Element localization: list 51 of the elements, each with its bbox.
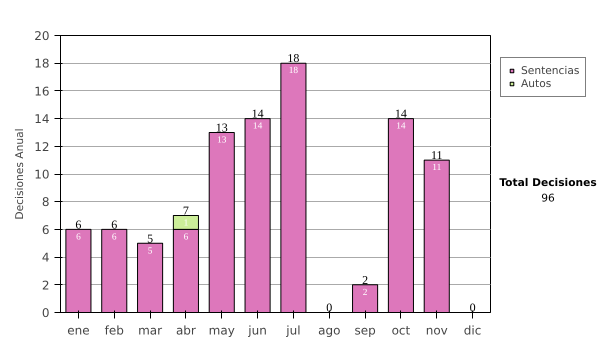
x-tick-label: mar xyxy=(138,324,162,338)
total-label: 6 xyxy=(75,217,82,232)
total-label: 14 xyxy=(252,106,264,121)
data-label: 11 xyxy=(432,163,442,174)
data-label: 5 xyxy=(148,246,153,256)
x-tick-label: dic xyxy=(464,324,482,338)
y-tick-label: 6 xyxy=(42,222,50,237)
legend-label: Autos xyxy=(521,77,552,90)
y-tick-label: 20 xyxy=(34,29,50,43)
x-tick-label: sep xyxy=(354,324,376,338)
text: 96 xyxy=(541,192,555,205)
y-tick-label: 4 xyxy=(42,250,50,265)
y-tick-label: 10 xyxy=(34,168,50,182)
y-tick-label: 18 xyxy=(34,56,50,71)
total-label: 14 xyxy=(394,106,407,121)
text: Total Decisiones xyxy=(499,176,597,189)
data-label: 6 xyxy=(76,232,82,242)
data-label: 13 xyxy=(217,135,227,146)
y-tick-label: 12 xyxy=(34,140,50,154)
x-tick-label: may xyxy=(208,324,235,338)
legend-label: Sentencias xyxy=(521,64,580,77)
y-tick-label: 2 xyxy=(42,278,50,292)
y-tick-label: 0 xyxy=(42,306,50,320)
x-tick-label: feb xyxy=(104,324,124,338)
data-label: 1 xyxy=(184,218,189,229)
x-tick-label: abr xyxy=(176,324,196,338)
data-label: 14 xyxy=(396,122,406,132)
data-label: 18 xyxy=(288,66,298,76)
x-tick-label: ago xyxy=(318,324,340,338)
x-tick-label: oct xyxy=(392,324,411,338)
y-tick-label: 16 xyxy=(34,84,50,98)
total-label: 5 xyxy=(147,231,154,246)
total-label: 18 xyxy=(287,51,300,66)
x-tick-label: jun xyxy=(247,324,267,338)
total-label: 2 xyxy=(362,272,368,287)
x-tick-label: jul xyxy=(285,324,301,338)
x-tick-label: nov xyxy=(426,324,448,338)
total-label: 0 xyxy=(470,300,476,314)
total-label: 0 xyxy=(326,300,332,314)
y-axis-title: Decisiones Anual xyxy=(13,128,26,220)
total-label: 13 xyxy=(216,120,228,134)
x-tick-label: ene xyxy=(67,324,90,338)
y-tick-label: 14 xyxy=(34,112,50,126)
data-label: 6 xyxy=(112,232,117,242)
total-label: 11 xyxy=(430,148,443,162)
data-label: 2 xyxy=(362,288,368,298)
data-label: 6 xyxy=(184,232,189,242)
total-label: 6 xyxy=(111,217,118,232)
data-label: 14 xyxy=(252,122,263,132)
y-tick-label: 8 xyxy=(42,195,50,210)
total-label: 7 xyxy=(182,204,189,218)
